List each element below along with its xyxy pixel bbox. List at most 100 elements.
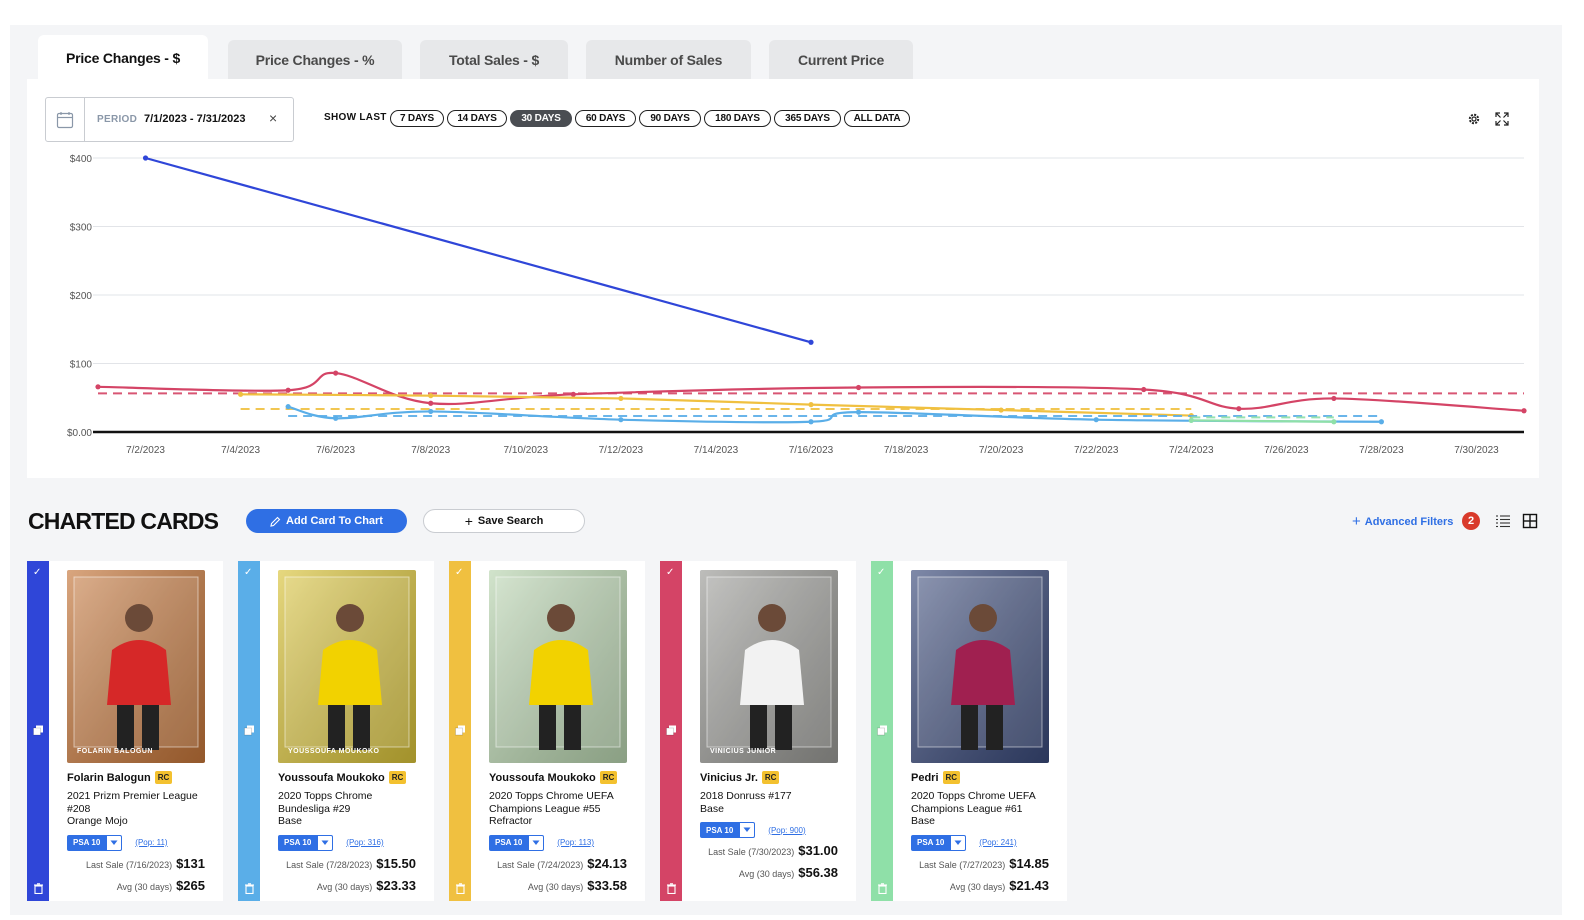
trash-icon[interactable] — [666, 883, 677, 894]
card-tile[interactable]: ✓ Pedri RC 2020 Topps Chrome UEFA Champio… — [871, 561, 1067, 901]
range-60-days[interactable]: 60 DAYS — [575, 110, 636, 127]
calendar-icon[interactable] — [46, 98, 85, 141]
trash-icon[interactable] — [455, 883, 466, 894]
check-icon[interactable]: ✓ — [877, 567, 886, 578]
player-name[interactable]: Youssoufa Moukoko RC — [278, 771, 407, 784]
card-image[interactable]: FOLARIN BALOGUN — [67, 570, 205, 763]
population-link[interactable]: (Pop: 241) — [979, 838, 1017, 847]
gear-icon[interactable] — [1467, 112, 1481, 126]
card-artwork — [489, 570, 627, 763]
range-all-data[interactable]: ALL DATA — [844, 110, 910, 127]
list-view-icon[interactable] — [1495, 513, 1511, 529]
duplicate-icon[interactable] — [666, 725, 677, 736]
series-point — [808, 419, 814, 425]
y-tick-label: $100 — [70, 360, 93, 371]
trash-icon[interactable] — [877, 883, 888, 894]
card-tile[interactable]: ✓ Youssoufa Moukoko RC 2020 Topps Chrome… — [449, 561, 645, 901]
card-tile[interactable]: ✓ YOUSSOUFA MOUKOKO Youssoufa Moukoko RC… — [238, 561, 434, 901]
duplicate-icon[interactable] — [33, 725, 44, 736]
grid-view-icon[interactable] — [1522, 513, 1538, 529]
tab-total-sales[interactable]: Total Sales - $ — [420, 40, 568, 80]
rookie-badge: RC — [599, 771, 618, 784]
check-icon[interactable]: ✓ — [666, 567, 675, 578]
card-description-line: Base — [911, 815, 935, 827]
tab-number-of-sales[interactable]: Number of Sales — [586, 40, 751, 80]
player-name[interactable]: Folarin Balogun RC — [67, 771, 173, 784]
population-link[interactable]: (Pop: 900) — [768, 825, 806, 835]
series-point — [808, 402, 814, 408]
range-30-days[interactable]: 30 DAYS — [510, 110, 572, 127]
player-name-text: Youssoufa Moukoko — [278, 771, 385, 784]
chevron-down-icon[interactable] — [317, 834, 334, 851]
x-tick-label: 7/16/2023 — [789, 445, 834, 456]
last-sale-row: Last Sale (7/30/2023) $31.00 — [708, 843, 838, 858]
player-name-text: Pedri — [911, 771, 939, 784]
card-tile[interactable]: ✓ VINICIUS JUNIOR Vinicius Jr. RC 2018 D… — [660, 561, 856, 901]
tab-price-changes-dollar[interactable]: Price Changes - $ — [38, 35, 208, 80]
series-point — [1521, 408, 1527, 414]
clear-period-icon[interactable]: × — [269, 110, 278, 126]
tab-price-changes-percent[interactable]: Price Changes - % — [228, 40, 402, 80]
card-image[interactable]: VINICIUS JUNIOR — [700, 570, 838, 763]
card-artwork — [278, 570, 416, 763]
grade-selector[interactable]: PSA 10 (Pop: 900) — [700, 822, 806, 838]
series-point — [95, 384, 101, 390]
series-point — [1236, 406, 1242, 412]
range-180-days[interactable]: 180 DAYS — [704, 110, 771, 127]
check-icon[interactable]: ✓ — [455, 567, 464, 578]
check-icon[interactable]: ✓ — [244, 567, 253, 578]
chevron-down-icon[interactable] — [528, 834, 545, 851]
card-image[interactable] — [489, 570, 627, 763]
save-search-button[interactable]: + Save Search — [423, 509, 585, 533]
duplicate-icon[interactable] — [455, 725, 466, 736]
avg-value: $265 — [176, 877, 205, 893]
card-art-caption: FOLARIN BALOGUN — [77, 748, 153, 755]
chevron-down-icon[interactable] — [106, 834, 123, 851]
last-sale-label: Last Sale (7/24/2023) — [497, 859, 584, 870]
check-icon[interactable]: ✓ — [33, 567, 42, 578]
player-name[interactable]: Youssoufa Moukoko RC — [489, 771, 618, 784]
last-sale-row: Last Sale (7/24/2023) $24.13 — [497, 856, 627, 871]
avg-value: $21.43 — [1009, 877, 1049, 893]
chevron-down-icon[interactable] — [739, 822, 756, 838]
card-image[interactable] — [911, 570, 1049, 763]
range-365-days[interactable]: 365 DAYS — [774, 110, 841, 127]
range-14-days[interactable]: 14 DAYS — [447, 110, 507, 127]
series-point — [1331, 419, 1337, 425]
tab-current-price[interactable]: Current Price — [769, 40, 913, 80]
trash-icon[interactable] — [33, 883, 44, 894]
player-name[interactable]: Pedri RC — [911, 771, 961, 784]
series-point — [1141, 386, 1147, 393]
duplicate-icon[interactable] — [244, 725, 255, 736]
population-link[interactable]: (Pop: 113) — [557, 838, 595, 847]
last-sale-label: Last Sale (7/27/2023) — [919, 859, 1006, 870]
last-sale-label: Last Sale (7/16/2023) — [86, 859, 173, 870]
series-point — [570, 391, 576, 397]
population-link[interactable]: (Pop: 316) — [346, 838, 384, 847]
player-name[interactable]: Vinicius Jr. RC — [700, 771, 780, 784]
trash-icon[interactable] — [244, 883, 255, 894]
period-label: PERIOD — [97, 114, 138, 125]
period-picker[interactable]: PERIOD 7/1/2023 - 7/31/2023 × — [45, 97, 294, 142]
last-sale-value: $31.00 — [798, 843, 838, 858]
grade-selector[interactable]: PSA 10 (Pop: 11) — [67, 834, 168, 851]
series-point — [808, 339, 814, 345]
series-point — [238, 391, 244, 397]
chevron-down-icon[interactable] — [950, 834, 967, 851]
duplicate-icon[interactable] — [877, 725, 888, 736]
grade-selector[interactable]: PSA 10 (Pop: 316) — [278, 834, 384, 851]
add-card-button[interactable]: Add Card To Chart — [246, 509, 407, 533]
population-link[interactable]: (Pop: 11) — [135, 838, 168, 847]
range-7-days[interactable]: 7 DAYS — [390, 110, 444, 127]
grade-selector[interactable]: PSA 10 (Pop: 113) — [489, 834, 595, 851]
x-tick-label: 7/4/2023 — [221, 445, 260, 456]
grade-selector[interactable]: PSA 10 (Pop: 241) — [911, 834, 1017, 851]
range-90-days[interactable]: 90 DAYS — [639, 110, 701, 127]
card-tile[interactable]: ✓ FOLARIN BALOGUN Folarin Balogun RC 202… — [27, 561, 223, 901]
card-description-line: Champions League #55 — [489, 802, 601, 815]
series-point — [1093, 417, 1099, 423]
advanced-filters-link[interactable]: + Advanced Filters — [1352, 513, 1453, 530]
y-tick-label: $400 — [70, 154, 93, 165]
card-image[interactable]: YOUSSOUFA MOUKOKO — [278, 570, 416, 763]
expand-icon[interactable] — [1495, 112, 1509, 126]
